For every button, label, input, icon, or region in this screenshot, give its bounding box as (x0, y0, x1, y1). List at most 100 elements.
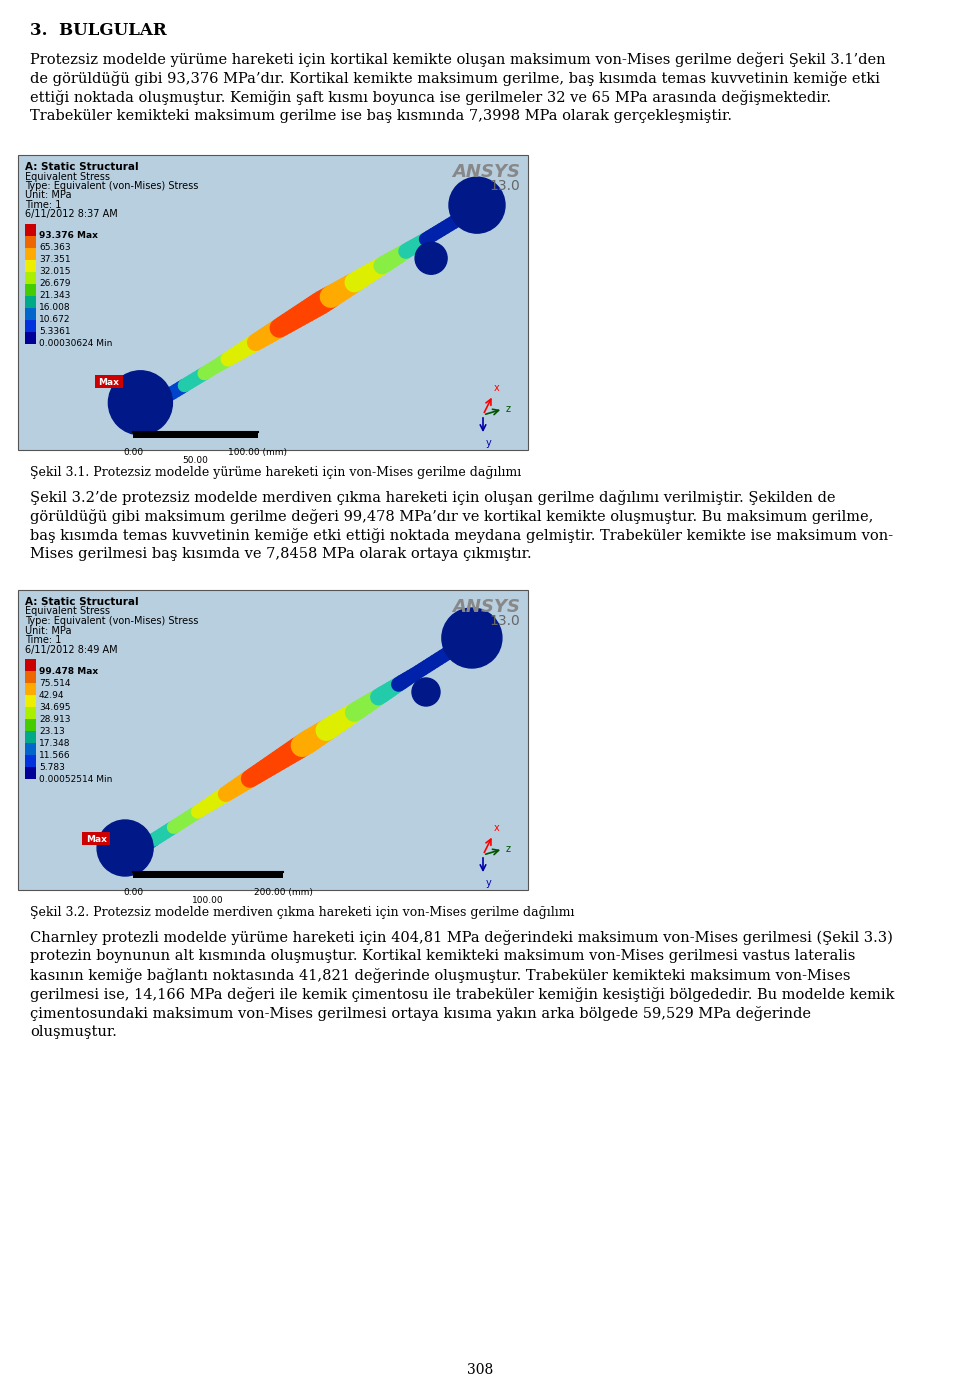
Bar (25, 670, 36, 683)
Text: Trabeküler kemikteki maksimum gerilme ise baş kısmında 7,3998 MPa olarak gerçekl: Trabeküler kemikteki maksimum gerilme is… (30, 109, 732, 123)
Bar (25, 307, 36, 320)
Text: 75.514: 75.514 (39, 679, 70, 687)
Text: 28.913: 28.913 (39, 715, 70, 723)
Bar (25, 706, 36, 719)
Text: 50.00: 50.00 (182, 456, 208, 465)
Bar (25, 224, 36, 235)
Text: Type: Equivalent (von-Mises) Stress: Type: Equivalent (von-Mises) Stress (25, 616, 199, 626)
Text: Time: 1: Time: 1 (25, 634, 61, 645)
Text: A: Static Structural: A: Static Structural (25, 162, 138, 172)
Text: 100.00 (mm): 100.00 (mm) (228, 447, 287, 457)
Circle shape (108, 371, 173, 435)
Text: y: y (486, 438, 492, 447)
Bar (25, 248, 36, 260)
Bar (25, 719, 36, 731)
Text: 5.783: 5.783 (39, 763, 65, 771)
Bar (25, 271, 36, 284)
Text: de görüldüğü gibi 93,376 MPa’dır. Kortikal kemikte maksimum gerilme, baş kısımda: de görüldüğü gibi 93,376 MPa’dır. Kortik… (30, 71, 880, 86)
Bar (25, 659, 36, 670)
Text: 42.94: 42.94 (39, 691, 64, 699)
Bar (25, 332, 36, 343)
Text: Equivalent Stress: Equivalent Stress (25, 172, 110, 181)
Text: Time: 1: Time: 1 (25, 199, 61, 211)
Bar (25, 767, 36, 778)
Text: protezin boynunun alt kısmında oluşmuştur. Kortikal kemikteki maksimum von-Mises: protezin boynunun alt kısmında oluşmuştu… (30, 949, 855, 963)
Text: Protezsiz modelde yürüme hareketi için kortikal kemikte oluşan maksimum von-Mise: Protezsiz modelde yürüme hareketi için k… (30, 53, 886, 66)
Bar (25, 235, 36, 248)
Text: y: y (486, 878, 492, 888)
Text: 11.566: 11.566 (39, 751, 71, 759)
Text: 0.00052514 Min: 0.00052514 Min (39, 774, 112, 784)
Text: 34.695: 34.695 (39, 702, 70, 712)
Text: ANSYS: ANSYS (452, 598, 520, 616)
Text: x: x (494, 384, 500, 393)
Text: 200.00 (mm): 200.00 (mm) (253, 888, 312, 897)
Bar (18, 155, 528, 450)
Circle shape (412, 679, 440, 706)
Text: 26.679: 26.679 (39, 280, 70, 288)
Text: ettiği noktada oluşmuştur. Kemiğin şaft kısmı boyunca ise gerilmeler 32 ve 65 MP: ettiği noktada oluşmuştur. Kemiğin şaft … (30, 90, 831, 105)
Text: 13.0: 13.0 (490, 614, 520, 627)
Circle shape (442, 608, 502, 668)
Text: 37.351: 37.351 (39, 255, 71, 265)
Text: Şekil 3.2’de protezsiz modelde merdiven çıkma hareketi için oluşan gerilme dağıl: Şekil 3.2’de protezsiz modelde merdiven … (30, 490, 835, 506)
Circle shape (415, 242, 447, 274)
Text: Type: Equivalent (von-Mises) Stress: Type: Equivalent (von-Mises) Stress (25, 181, 199, 191)
Bar (25, 755, 36, 767)
Bar (25, 296, 36, 307)
Text: 5.3361: 5.3361 (39, 327, 71, 337)
Text: Charnley protezli modelde yürüme hareketi için 404,81 MPa değerindeki maksimum v: Charnley protezli modelde yürüme hareket… (30, 929, 893, 945)
Bar (95, 375, 123, 388)
Bar (25, 260, 36, 271)
Text: 23.13: 23.13 (39, 727, 64, 735)
Text: 65.363: 65.363 (39, 244, 71, 252)
Text: ANSYS: ANSYS (452, 163, 520, 181)
Bar (18, 590, 528, 891)
Text: 13.0: 13.0 (490, 179, 520, 193)
Text: Unit: MPa: Unit: MPa (25, 626, 71, 636)
Text: 99.478 Max: 99.478 Max (39, 666, 98, 676)
Text: z: z (506, 404, 511, 414)
Text: kasının kemiğe bağlantı noktasında 41,821 değerinde oluşmuştur. Trabeküler kemik: kasının kemiğe bağlantı noktasında 41,82… (30, 968, 851, 983)
Text: 308: 308 (467, 1363, 493, 1377)
Text: Max: Max (99, 378, 119, 386)
Text: A: Static Structural: A: Static Structural (25, 597, 138, 607)
Text: 0.00: 0.00 (123, 888, 143, 897)
Text: Max: Max (85, 835, 107, 843)
Bar (25, 683, 36, 695)
Text: Equivalent Stress: Equivalent Stress (25, 607, 110, 616)
Text: Mises gerilmesi baş kısımda ve 7,8458 MPa olarak ortaya çıkmıştır.: Mises gerilmesi baş kısımda ve 7,8458 MP… (30, 547, 532, 561)
Text: 0.00: 0.00 (123, 447, 143, 457)
Bar (25, 284, 36, 296)
Text: oluşmuştur.: oluşmuştur. (30, 1025, 117, 1039)
Text: 10.672: 10.672 (39, 316, 70, 324)
Bar (83, 832, 110, 845)
Text: 0.00030624 Min: 0.00030624 Min (39, 339, 112, 349)
Bar (25, 695, 36, 706)
Text: x: x (494, 823, 500, 832)
Text: baş kısımda temas kuvvetinin kemiğe etki ettiği noktada meydana gelmiştir. Trabe: baş kısımda temas kuvvetinin kemiğe etki… (30, 528, 893, 543)
Text: 21.343: 21.343 (39, 291, 70, 301)
Text: 6/11/2012 8:37 AM: 6/11/2012 8:37 AM (25, 209, 118, 219)
Text: Şekil 3.1. Protezsiz modelde yürüme hareketi için von-Mises gerilme dağılımı: Şekil 3.1. Protezsiz modelde yürüme hare… (30, 465, 521, 479)
Bar (25, 742, 36, 755)
Text: 17.348: 17.348 (39, 738, 70, 748)
Bar (25, 320, 36, 332)
Bar (133, 873, 283, 878)
Bar (133, 432, 258, 438)
Circle shape (449, 177, 505, 233)
Text: Unit: MPa: Unit: MPa (25, 191, 71, 201)
Text: 16.008: 16.008 (39, 303, 71, 313)
Bar (25, 731, 36, 742)
Circle shape (97, 820, 153, 875)
Text: 3.  BULGULAR: 3. BULGULAR (30, 22, 167, 39)
Text: görüldüğü gibi maksimum gerilme değeri 99,478 MPa’dır ve kortikal kemikte oluşmu: görüldüğü gibi maksimum gerilme değeri 9… (30, 510, 874, 524)
Text: 100.00: 100.00 (192, 896, 224, 904)
Text: Şekil 3.2. Protezsiz modelde merdiven çıkma hareketi için von-Mises gerilme dağı: Şekil 3.2. Protezsiz modelde merdiven çı… (30, 906, 574, 920)
Text: gerilmesi ise, 14,166 MPa değeri ile kemik çimentosu ile trabeküler kemiğin kesi: gerilmesi ise, 14,166 MPa değeri ile kem… (30, 988, 895, 1001)
Text: çimentosundaki maksimum von-Mises gerilmesi ortaya kısıma yakın arka bölgede 59,: çimentosundaki maksimum von-Mises gerilm… (30, 1006, 811, 1021)
Text: 93.376 Max: 93.376 Max (39, 231, 98, 241)
Text: 6/11/2012 8:49 AM: 6/11/2012 8:49 AM (25, 644, 118, 655)
Text: z: z (506, 843, 511, 855)
Text: 32.015: 32.015 (39, 267, 70, 277)
